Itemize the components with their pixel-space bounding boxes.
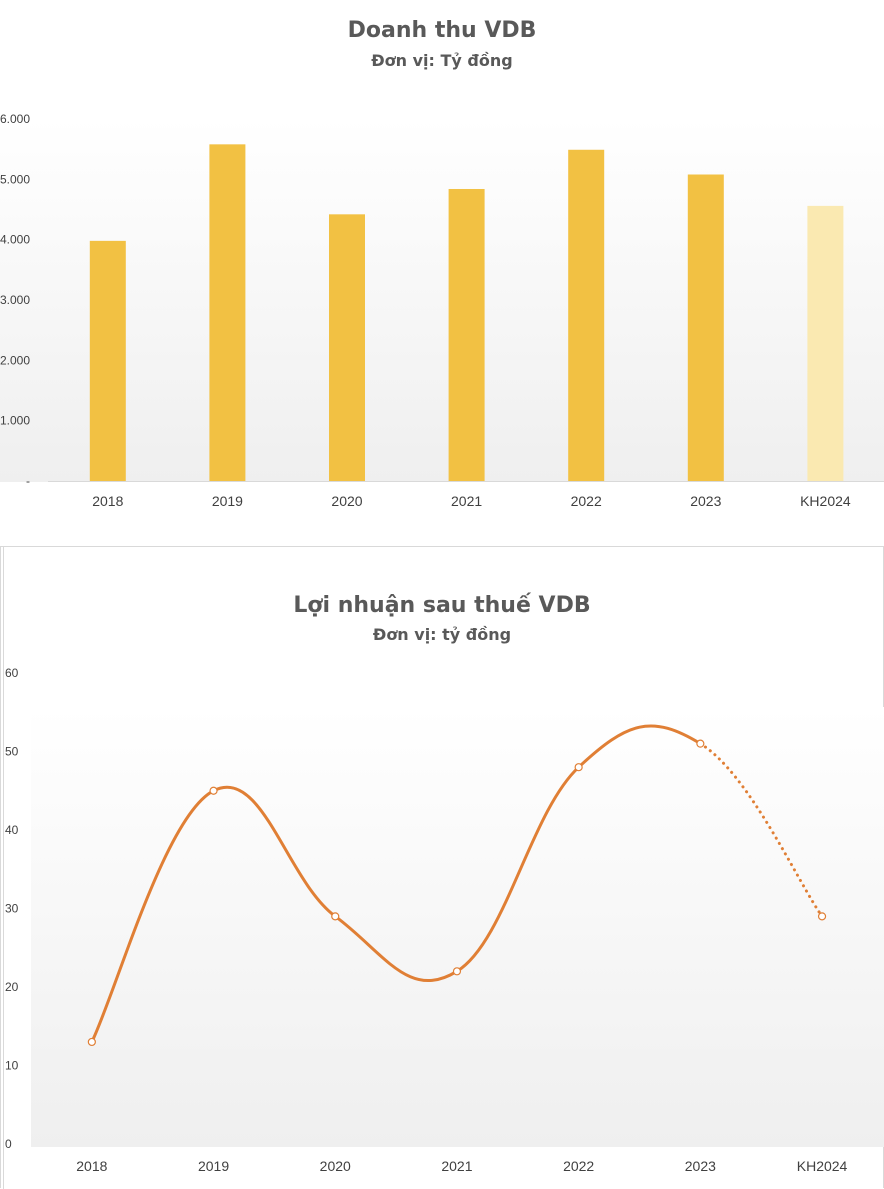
x-tick-label: 2018 [92, 493, 123, 509]
point-2018 [87, 1037, 96, 1047]
y-tick-label: 20 [5, 980, 19, 994]
bar-2020 [329, 214, 365, 481]
profit-plot: 0 10 20 30 40 50 60 2018 2019 2020 2021 2022 2023 KH2… [3, 547, 884, 1189]
x-tick-label: 2019 [212, 493, 243, 509]
y-tick-label: 4.000 [0, 233, 30, 247]
point-2022 [574, 763, 583, 772]
y-tick-label: 2.000 [0, 353, 30, 367]
chart-subtitle: Đơn vị: Tỷ đồng [371, 51, 513, 70]
chart-title: Lợi nhuận sau thuế VDB [293, 593, 591, 618]
y-tick-label: - [26, 474, 30, 488]
point-kh2024 [817, 912, 827, 921]
y-tick-label: 50 [5, 745, 19, 759]
x-tick-label: 2021 [441, 1158, 472, 1174]
x-tick-label: KH2024 [797, 1158, 848, 1174]
x-tick-label: 2020 [331, 493, 362, 509]
x-tick-label: 2019 [198, 1158, 229, 1174]
bar-kh2024 [807, 205, 844, 481]
y-tick-label: 6.000 [0, 112, 30, 126]
chart-title: Doanh thu VDB [347, 18, 537, 43]
x-tick-label: 2022 [563, 1158, 594, 1174]
revenue-chart: Doanh thu VDB Đơn vị: Tỷ đồng - 1.000 2.00… [0, 0, 884, 540]
y-tick-label: 30 [5, 902, 19, 916]
bar-2023 [687, 174, 724, 482]
x-tick-label: 2023 [685, 1158, 716, 1174]
point-2020 [331, 912, 340, 921]
profit-line-plan [698, 742, 824, 918]
bar-2022 [568, 149, 605, 481]
x-tick-label: 2021 [451, 493, 482, 509]
x-tick-label: 2023 [690, 493, 721, 509]
bar-2021 [448, 188, 485, 481]
point-2021 [452, 967, 462, 976]
y-tick-label: 1.000 [0, 414, 30, 428]
x-tick-label: 2020 [320, 1158, 351, 1174]
y-tick-label: 3.000 [0, 293, 30, 307]
plot-area [0, 118, 884, 482]
revenue-plot: - 1.000 2.000 3.000 4.000 5.000 6.000 2018 2019 2… [0, 112, 884, 509]
x-tick-label: 2018 [76, 1158, 107, 1174]
y-tick-label: 60 [5, 666, 19, 680]
point-2023 [696, 739, 705, 748]
y-tick-label: 5.000 [0, 172, 30, 186]
bar-2019 [209, 144, 246, 481]
point-2019 [209, 786, 218, 795]
y-tick-label: 0 [5, 1137, 12, 1151]
chart-subtitle: Đơn vị: tỷ đồng [372, 625, 512, 644]
x-tick-label: 2022 [571, 493, 602, 509]
plot-area [31, 707, 884, 1147]
y-tick-label: 40 [5, 823, 19, 837]
bar-2018 [89, 240, 126, 481]
y-tick-label: 10 [5, 1059, 19, 1073]
x-tick-label: KH2024 [800, 493, 851, 509]
profit-chart: Lợi nhuận sau thuế VDB Đơn vị: tỷ đồng 0… [0, 546, 884, 1189]
